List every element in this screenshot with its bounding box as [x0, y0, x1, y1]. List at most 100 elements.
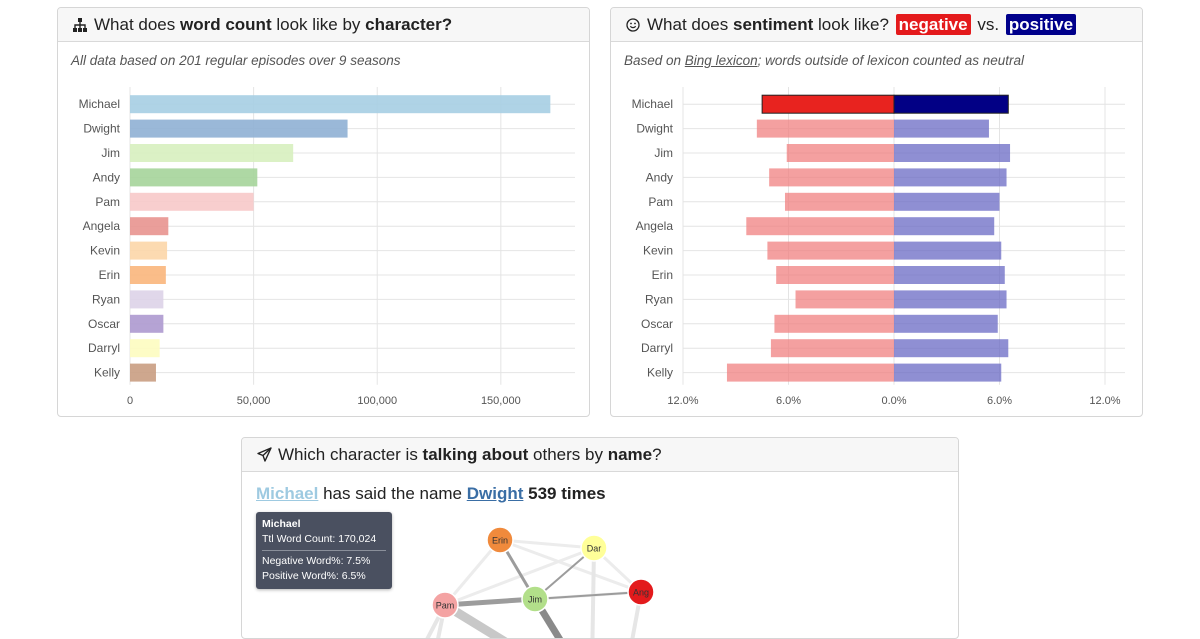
- positive-bar-pam[interactable]: [894, 192, 1000, 211]
- category-label: Erin: [99, 268, 120, 282]
- network-link: [443, 539, 502, 606]
- network-link: [444, 546, 595, 607]
- bar-jim[interactable]: [130, 144, 294, 162]
- node-pam[interactable]: [431, 591, 459, 619]
- bar-kevin[interactable]: [130, 241, 168, 260]
- positive-bar-ryan[interactable]: [894, 290, 1007, 309]
- speaker-link[interactable]: Michael: [256, 484, 319, 503]
- target-link[interactable]: Dwight: [466, 484, 524, 503]
- bing-lexicon-link[interactable]: Bing lexicon: [684, 53, 758, 68]
- positive-bar-michael[interactable]: [893, 94, 1009, 114]
- node-label: Erin: [492, 536, 508, 546]
- tooltip-positive: Positive Word%: 6.5%: [262, 570, 366, 582]
- negative-bar-andy[interactable]: [769, 168, 894, 187]
- category-label: Pam: [95, 195, 120, 209]
- sentiment-card-header: What does sentiment look like? negative …: [611, 8, 1142, 42]
- bar-kelly[interactable]: [130, 363, 156, 382]
- node-label: Ang: [633, 588, 649, 598]
- sentiment-chart: 12.0% 6.0% 0.0% 6.0% 12.0% Michael Dwight Jim An…: [632, 87, 1125, 407]
- word-count-chart: 0 50,000 100,000 150,000 Michael Dwight Jim And…: [79, 87, 575, 407]
- x-tick-label: 50,000: [237, 395, 271, 407]
- sitemap-icon: [72, 17, 88, 33]
- word-count-card: What does word count look like by charac…: [57, 7, 590, 417]
- category-label: Angela: [636, 219, 674, 233]
- node-ang[interactable]: [627, 578, 655, 606]
- positive-bar-dwight[interactable]: [894, 119, 989, 138]
- names-card-header: Which character is talking about others …: [242, 438, 958, 472]
- negative-bar-michael[interactable]: [761, 94, 895, 114]
- positive-bar-angela[interactable]: [894, 217, 995, 236]
- node-dar[interactable]: [580, 534, 608, 562]
- bar-andy[interactable]: [130, 168, 258, 187]
- positive-bar-darryl[interactable]: [894, 339, 1009, 358]
- category-label: Andy: [93, 170, 120, 184]
- names-sentence: Michael has said the name Dwight 539 tim…: [256, 484, 606, 503]
- bar-dwight[interactable]: [130, 119, 348, 138]
- x-tick-label: 12.0%: [667, 395, 698, 407]
- category-label: Jim: [101, 146, 120, 160]
- category-label: Michael: [632, 97, 673, 111]
- positive-bar-kelly[interactable]: [894, 363, 1002, 382]
- positive-bar-jim[interactable]: [894, 144, 1011, 162]
- x-tick-label: 6.0%: [776, 395, 801, 407]
- negative-bar-kevin[interactable]: [767, 241, 894, 260]
- negative-bar-oscar[interactable]: [774, 314, 894, 333]
- positive-bar-erin[interactable]: [894, 266, 1005, 284]
- names-card: Which character is talking about others …: [241, 437, 959, 639]
- node-label: Pam: [436, 601, 455, 611]
- positive-badge: positive: [1005, 13, 1077, 35]
- word-count-subtitle: All data based on 201 regular episodes o…: [71, 53, 401, 68]
- x-tick-label: 6.0%: [987, 395, 1012, 407]
- tooltip-word-count: Ttl Word Count: 170,024: [262, 533, 377, 545]
- bar-ryan[interactable]: [130, 290, 164, 309]
- bar-michael[interactable]: [130, 95, 551, 114]
- category-label: Jim: [654, 146, 673, 160]
- negative-bar-darryl[interactable]: [770, 339, 894, 358]
- category-label: Erin: [652, 268, 673, 282]
- bar-oscar[interactable]: [130, 314, 164, 333]
- category-label: Kevin: [643, 244, 673, 258]
- category-label: Ryan: [92, 292, 120, 306]
- category-label: Pam: [648, 195, 673, 209]
- category-label: Michael: [79, 97, 120, 111]
- smile-icon: [625, 17, 641, 33]
- negative-bar-ryan[interactable]: [795, 290, 894, 309]
- negative-bar-jim[interactable]: [786, 144, 894, 162]
- negative-bar-pam[interactable]: [784, 192, 894, 211]
- sentiment-card: What does sentiment look like? negative …: [610, 7, 1143, 417]
- category-label: Darryl: [88, 341, 120, 355]
- network-link: [499, 538, 642, 594]
- x-tick-label: 0: [127, 395, 133, 407]
- negative-bar-angela[interactable]: [746, 217, 894, 236]
- positive-bar-kevin[interactable]: [894, 241, 1002, 260]
- category-label: Ryan: [645, 292, 673, 306]
- word-count-title: What does word count look like by charac…: [94, 14, 453, 34]
- network-link: [499, 538, 595, 550]
- bar-pam[interactable]: [130, 192, 254, 211]
- node-erin[interactable]: [486, 526, 514, 554]
- positive-bar-oscar[interactable]: [894, 314, 998, 333]
- bar-darryl[interactable]: [130, 339, 160, 358]
- x-tick-label: 150,000: [481, 395, 521, 407]
- bar-erin[interactable]: [130, 266, 166, 284]
- negative-badge: negative: [895, 13, 971, 35]
- x-tick-label: 100,000: [357, 395, 397, 407]
- negative-bar-erin[interactable]: [776, 266, 894, 284]
- category-label: Andy: [646, 170, 673, 184]
- mention-count: 539 times: [528, 484, 606, 503]
- category-label: Kevin: [90, 244, 120, 258]
- sentiment-subtitle: Based on Bing lexicon; words outside of …: [624, 53, 1025, 68]
- positive-bar-andy[interactable]: [894, 168, 1007, 187]
- negative-bar-kelly[interactable]: [726, 363, 894, 382]
- network-link: [534, 591, 642, 600]
- category-label: Dwight: [83, 122, 120, 136]
- node-label: Jim: [528, 595, 542, 605]
- negative-bar-dwight[interactable]: [756, 119, 894, 138]
- x-tick-label: 0.0%: [881, 395, 906, 407]
- node-jim[interactable]: [521, 585, 549, 613]
- send-icon: [256, 447, 272, 463]
- category-label: Angela: [83, 219, 121, 233]
- category-label: Oscar: [88, 317, 120, 331]
- category-label: Darryl: [641, 341, 673, 355]
- bar-angela[interactable]: [130, 217, 169, 236]
